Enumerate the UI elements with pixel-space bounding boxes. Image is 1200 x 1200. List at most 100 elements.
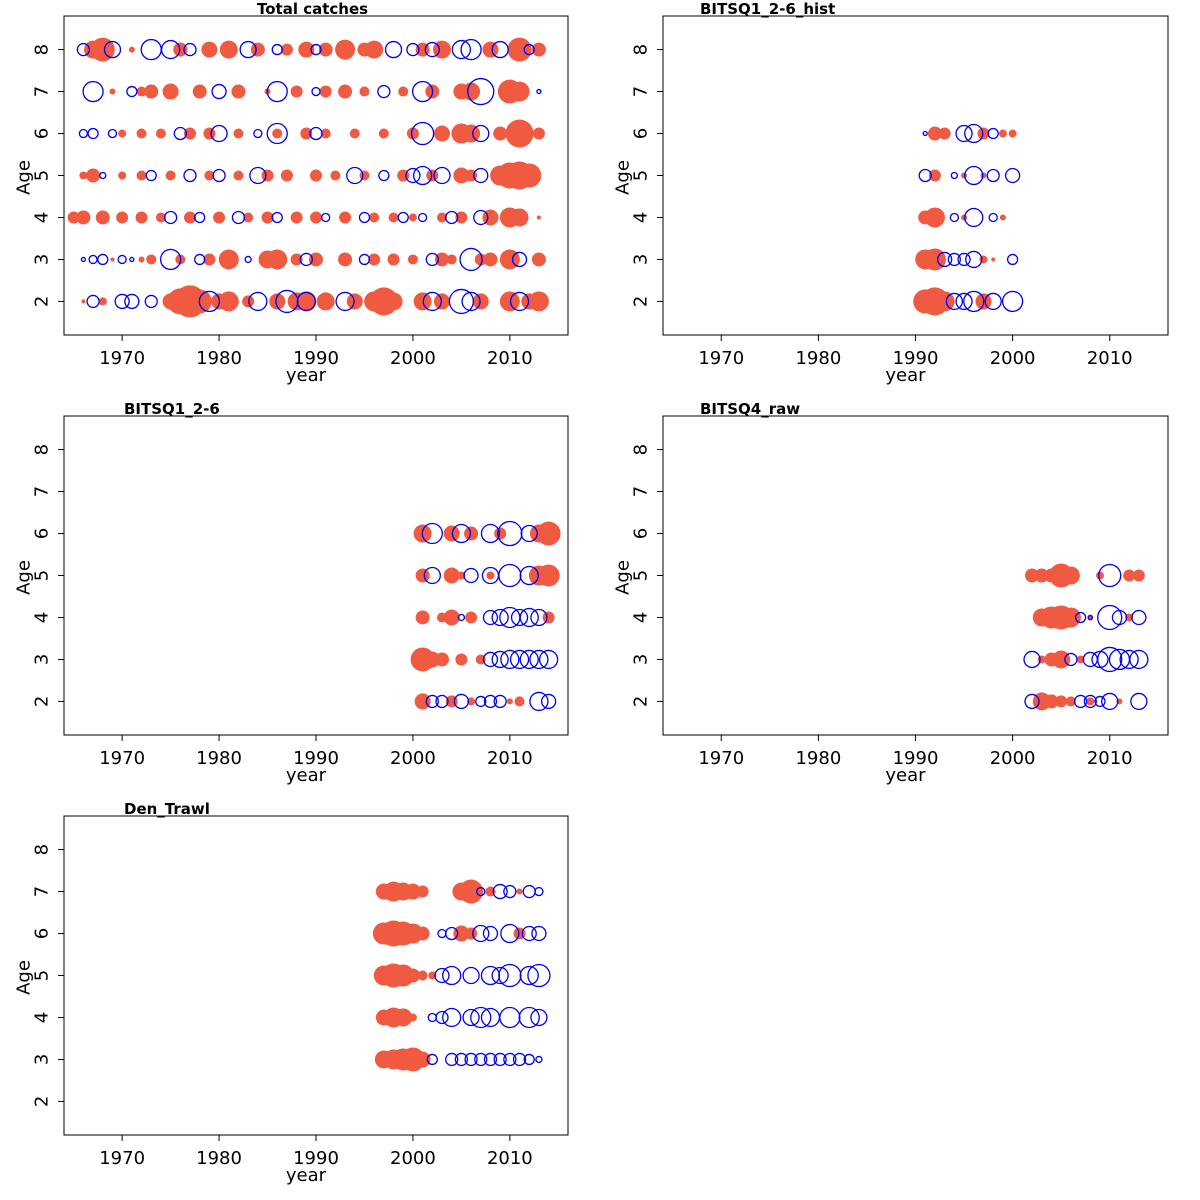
data-point (404, 883, 421, 900)
data-point (509, 291, 530, 312)
series-open-circles (1023, 563, 1149, 711)
data-point (451, 523, 472, 544)
data-point (1024, 693, 1040, 710)
data-point (310, 169, 322, 182)
x-tick-label: 2000 (990, 748, 1036, 769)
x-tick-label: 1980 (196, 348, 242, 369)
data-point (529, 649, 549, 670)
data-point (536, 215, 541, 220)
data-point (239, 40, 257, 59)
y-tick-label: 3 (631, 254, 652, 265)
data-point (480, 523, 501, 544)
data-point (86, 168, 101, 183)
data-point (365, 40, 384, 59)
data-point (80, 256, 87, 263)
x-axis-label: year (286, 365, 327, 386)
data-point (201, 41, 218, 58)
data-point (159, 248, 182, 271)
data-point (507, 37, 532, 62)
data-point (300, 127, 313, 140)
data-point (330, 170, 341, 181)
series-open-circles (421, 520, 559, 712)
data-point (523, 43, 535, 56)
data-point (417, 970, 428, 981)
data-point (86, 294, 100, 309)
data-point (536, 521, 561, 546)
data-point (923, 248, 946, 271)
data-point (964, 123, 984, 144)
data-point (984, 292, 1002, 311)
data-point (1129, 649, 1149, 670)
data-point (534, 886, 544, 897)
data-point (523, 1053, 535, 1066)
data-point (483, 252, 498, 267)
data-point (531, 252, 546, 267)
data-point (97, 253, 109, 266)
series-filled-circles (1025, 563, 1145, 711)
data-point (482, 925, 499, 942)
data-point (517, 163, 542, 188)
data-point (107, 128, 118, 139)
data-point (155, 128, 166, 139)
data-point (204, 170, 215, 181)
data-point (346, 293, 363, 310)
data-point (475, 695, 487, 708)
data-point (530, 608, 548, 627)
data-point (338, 84, 353, 99)
y-tick-label: 3 (32, 254, 53, 265)
data-point (514, 696, 525, 707)
data-point (1082, 651, 1098, 668)
data-point (918, 168, 932, 183)
data-point (253, 128, 263, 139)
data-point (457, 571, 466, 580)
data-point (88, 254, 98, 265)
chart-title: BITSQ1_2-6_hist (700, 0, 835, 18)
x-tick-label: 1970 (99, 348, 145, 369)
data-point (318, 42, 333, 57)
data-point (938, 127, 951, 140)
data-point (1086, 697, 1095, 706)
chart-panel-1: 1970 1980 1990 2000 2010 2 3 4 5 6 7 8 year Age Total … (14, 0, 569, 386)
data-point (320, 128, 331, 139)
y-tick-label: 2 (631, 696, 652, 707)
data-point (522, 884, 536, 899)
data-point (462, 82, 481, 101)
x-tick-label: 1970 (99, 1148, 145, 1169)
data-point (511, 251, 528, 268)
y-tick-label: 8 (32, 844, 53, 855)
y-tick-label: 6 (32, 528, 53, 539)
data-point (421, 522, 443, 545)
data-point (491, 966, 509, 985)
data-point (445, 1052, 459, 1067)
data-point (422, 291, 442, 312)
data-point (296, 291, 317, 312)
series-open-circles (918, 123, 1024, 313)
x-tick-label: 1970 (698, 348, 744, 369)
data-point (135, 211, 148, 224)
y-tick-label: 6 (631, 128, 652, 139)
data-point (482, 609, 499, 626)
data-point (1096, 571, 1105, 580)
data-point (531, 42, 546, 57)
data-point (212, 168, 226, 183)
data-point (462, 1008, 480, 1027)
data-point (384, 292, 403, 311)
data-point (1097, 646, 1123, 673)
data-point (426, 1053, 438, 1066)
data-point (457, 613, 466, 622)
data-point (368, 253, 381, 266)
data-point (369, 212, 380, 223)
series-filled-circles (67, 37, 549, 318)
data-point (242, 295, 255, 308)
y-tick-label: 3 (32, 654, 53, 665)
y-tick-label: 7 (32, 86, 53, 97)
y-axis-label: Age (613, 560, 634, 595)
data-point (110, 257, 115, 262)
data-point (321, 212, 331, 223)
data-point (435, 652, 449, 667)
data-point (472, 924, 490, 943)
y-tick-label: 3 (32, 1054, 53, 1065)
data-point (213, 211, 226, 224)
y-tick-label: 4 (32, 212, 53, 223)
